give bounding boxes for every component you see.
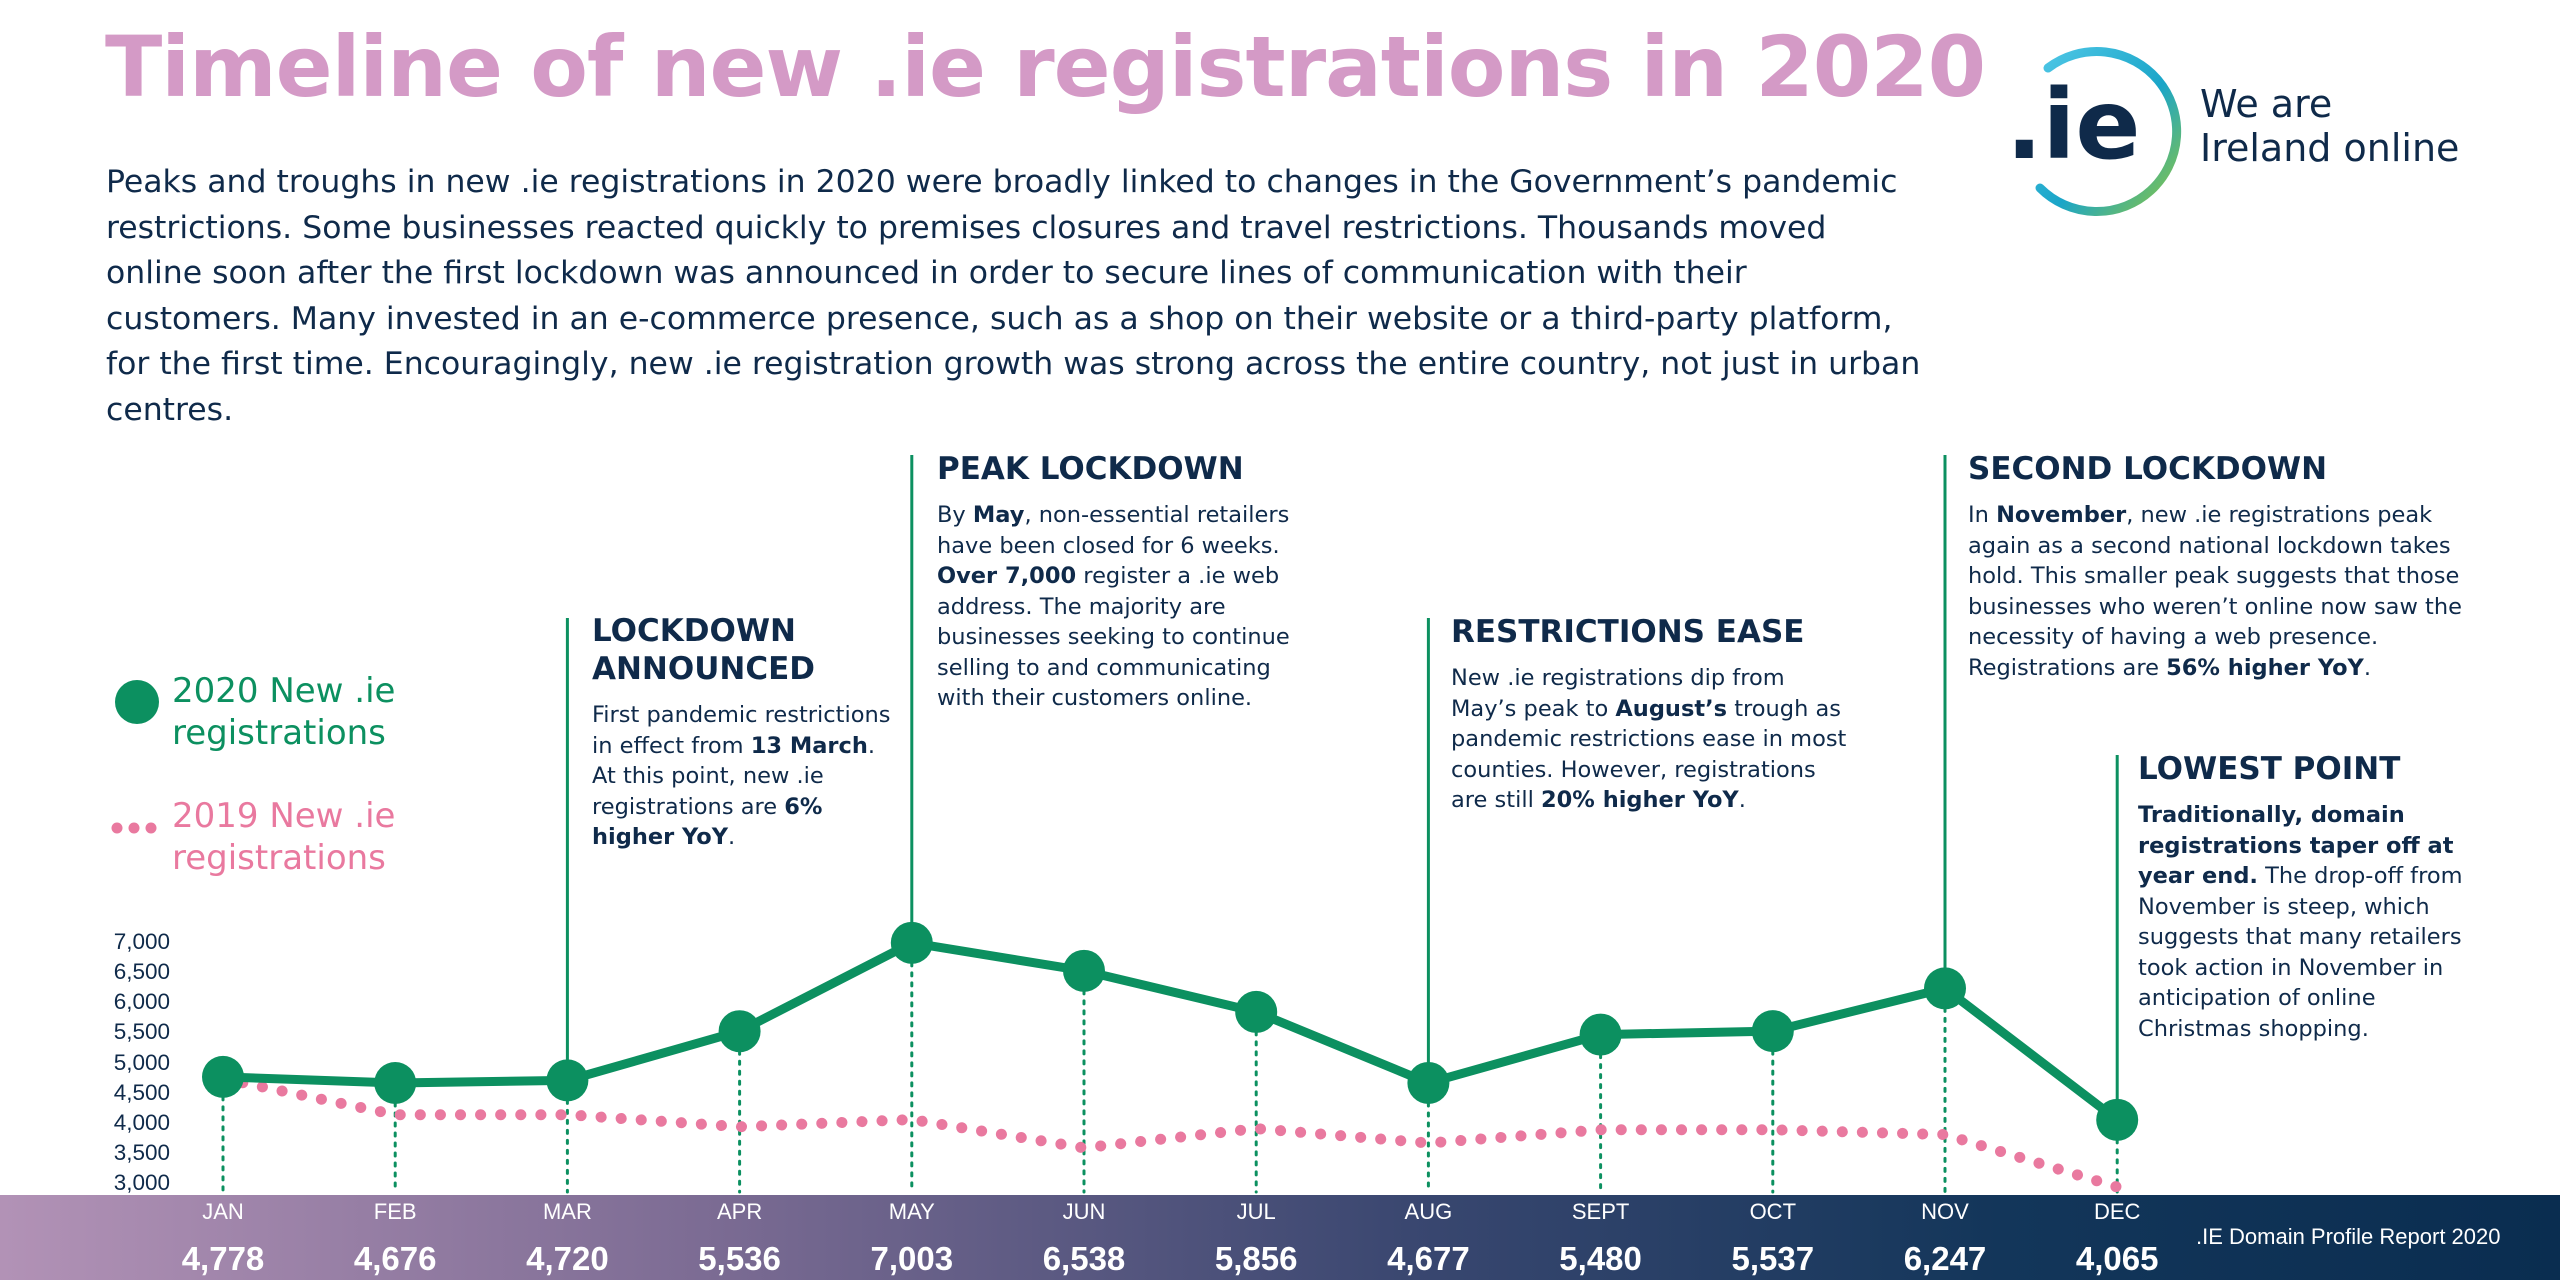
legend-swatch-2019 bbox=[111, 822, 157, 834]
intro-paragraph: Peaks and troughs in new .ie registratio… bbox=[106, 164, 1921, 428]
annotation-title: RESTRICTIONS EASE bbox=[1451, 614, 1805, 650]
series-2020-point-sept bbox=[1579, 1013, 1622, 1056]
series-2020-point-aug bbox=[1407, 1061, 1450, 1104]
series-2020-point-mar bbox=[546, 1059, 589, 1102]
page-title: Timeline of new .ie registrations in 202… bbox=[105, 18, 1986, 116]
x-tick-label-jul: JUL bbox=[1236, 1199, 1276, 1224]
series-2020-point-oct bbox=[1751, 1010, 1794, 1053]
y-tick-label: 3,500 bbox=[113, 1139, 170, 1165]
data-label-feb: 4,676 bbox=[353, 1240, 437, 1277]
annotation-text: In November, new .ie registrations peak … bbox=[1968, 502, 2462, 681]
annotation-text: By May, non-essential retailers have bee… bbox=[937, 502, 1290, 711]
data-label-sept: 5,480 bbox=[1559, 1240, 1642, 1277]
legend-swatch-2020 bbox=[115, 680, 159, 724]
x-tick-label-oct: OCT bbox=[1749, 1199, 1797, 1224]
legend-label-2020: 2020 New .ie registrations bbox=[172, 671, 396, 753]
x-tick-label-dec: DEC bbox=[2093, 1199, 2141, 1224]
ie-logo-icon: .ie bbox=[2006, 47, 2182, 216]
annotation-peak-lockdown: PEAK LOCKDOWN By May, non-essential reta… bbox=[937, 450, 1322, 714]
x-tick-label-aug: AUG bbox=[1404, 1199, 1453, 1224]
y-tick-label: 5,500 bbox=[113, 1019, 170, 1045]
data-label-oct: 5,537 bbox=[1731, 1240, 1815, 1277]
y-tick-label: 7,000 bbox=[113, 929, 170, 954]
annotation-title: PEAK LOCKDOWN bbox=[937, 451, 1244, 487]
x-tick-label-sept: SEPT bbox=[1571, 1199, 1630, 1224]
data-label-jun: 6,538 bbox=[1042, 1240, 1126, 1277]
series-2020-point-jul bbox=[1235, 990, 1278, 1033]
x-tick-label-may: MAY bbox=[888, 1199, 935, 1224]
series-2020-point-nov bbox=[1924, 967, 1966, 1010]
y-tick-label: 6,500 bbox=[113, 959, 170, 985]
series-2020-point-apr bbox=[718, 1010, 761, 1053]
footer-report-label: .IE Domain Profile Report 2020 bbox=[2196, 1224, 2501, 1249]
annotation-title: LOCKDOWN ANNOUNCED bbox=[592, 613, 816, 687]
x-tick-label-jun: JUN bbox=[1062, 1199, 1106, 1224]
y-tick-label: 3,000 bbox=[113, 1170, 170, 1195]
x-tick-label-feb: FEB bbox=[373, 1199, 417, 1224]
series-2020-point-jan bbox=[202, 1055, 244, 1098]
annotation-second-lockdown: SECOND LOCKDOWN In November, new .ie reg… bbox=[1968, 450, 2468, 683]
data-label-dec: 4,065 bbox=[2075, 1240, 2159, 1277]
data-label-jul: 5,856 bbox=[1214, 1240, 1298, 1277]
data-label-aug: 4,677 bbox=[1387, 1240, 1470, 1277]
data-label-may: 7,003 bbox=[870, 1240, 954, 1277]
data-label-nov: 6,247 bbox=[1903, 1240, 1987, 1277]
x-tick-label-nov: NOV bbox=[1921, 1199, 1969, 1224]
data-label-mar: 4,720 bbox=[526, 1240, 609, 1277]
annotation-text: First pandemic restrictions in effect fr… bbox=[592, 702, 891, 850]
series-2020-point-feb bbox=[374, 1062, 417, 1105]
data-label-apr: 5,536 bbox=[698, 1240, 781, 1277]
logo-tagline: We are Ireland online bbox=[2200, 82, 2459, 170]
month-axis-bar bbox=[0, 1195, 2560, 1280]
registrations-line-chart bbox=[202, 455, 2139, 1194]
tagline-line1: We are bbox=[2200, 82, 2333, 126]
annotation-restrictions-ease: RESTRICTIONS EASE New .ie registrations … bbox=[1451, 613, 1851, 816]
series-2020-point-dec bbox=[2096, 1098, 2139, 1141]
y-tick-label: 4,500 bbox=[113, 1079, 170, 1105]
y-tick-label: 5,000 bbox=[113, 1049, 170, 1075]
data-label-jan: 4,778 bbox=[181, 1240, 265, 1277]
series-2020-point-may bbox=[890, 921, 933, 964]
series-2020-point-jun bbox=[1063, 949, 1105, 992]
y-tick-label: 6,000 bbox=[113, 989, 170, 1015]
y-tick-label: 4,000 bbox=[113, 1109, 170, 1135]
x-tick-label-jan: JAN bbox=[202, 1199, 244, 1224]
tagline-line2: Ireland online bbox=[2200, 126, 2460, 170]
annotation-text: Traditionally, domain registrations tape… bbox=[2138, 802, 2463, 1042]
legend-label-2019: 2019 New .ie registrations bbox=[172, 796, 396, 878]
annotation-lowest-point: LOWEST POINT Traditionally, domain regis… bbox=[2138, 750, 2478, 1044]
logo-mark: .ie bbox=[2006, 69, 2140, 181]
annotation-text: New .ie registrations dip from May’s pea… bbox=[1451, 665, 1847, 813]
series-2019-line bbox=[217, 1073, 2123, 1193]
x-tick-label-mar: MAR bbox=[542, 1199, 592, 1224]
series-2020-line bbox=[222, 938, 2120, 1124]
annotation-title: LOWEST POINT bbox=[2138, 751, 2401, 787]
annotation-title: SECOND LOCKDOWN bbox=[1968, 451, 2328, 487]
annotation-lockdown-announced: LOCKDOWN ANNOUNCED First pandemic restric… bbox=[592, 612, 902, 853]
x-tick-label-apr: APR bbox=[716, 1199, 763, 1224]
